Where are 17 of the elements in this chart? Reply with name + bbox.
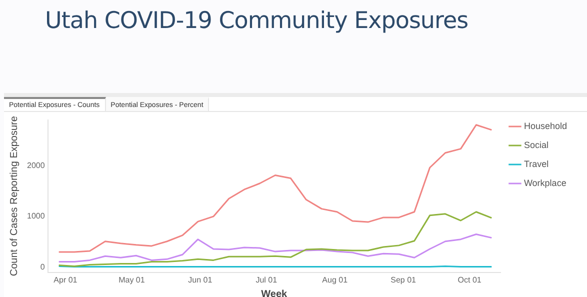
legend-label: Travel xyxy=(524,158,549,169)
y-axis-title: Count of Cases Reporting Exposure xyxy=(8,116,20,276)
y-tick-label: 0 xyxy=(40,262,46,272)
x-axis-title: Week xyxy=(261,288,288,297)
legend-label: Workplace xyxy=(524,178,566,188)
x-tick-label: Oct 01 xyxy=(458,275,482,284)
legend-label: Household xyxy=(524,120,567,131)
y-tick-label: 1000 xyxy=(27,212,46,221)
legend-label: Social xyxy=(524,140,548,150)
chart-title: Utah COVID-19 Community Exposures xyxy=(45,8,468,34)
x-tick-label: May 01 xyxy=(118,275,146,284)
x-tick-label: Aug 01 xyxy=(322,275,348,284)
x-tick-label: Jun 01 xyxy=(188,275,213,284)
x-tick-label: Sep 01 xyxy=(390,275,417,284)
x-tick-label: Apr 01 xyxy=(54,275,78,284)
x-tick-label: Jul 01 xyxy=(256,275,278,284)
y-tick-label: 2000 xyxy=(27,160,46,170)
